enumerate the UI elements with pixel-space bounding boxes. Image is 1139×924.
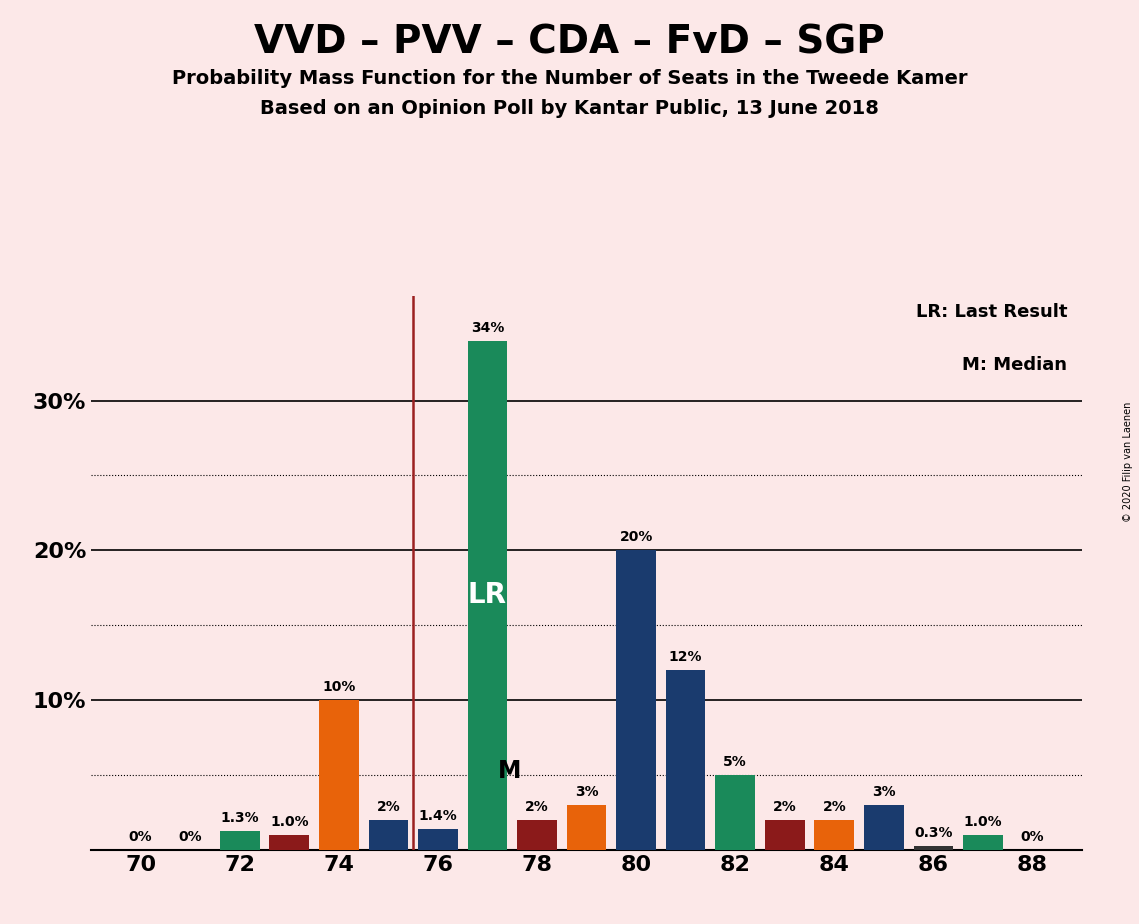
Text: Probability Mass Function for the Number of Seats in the Tweede Kamer: Probability Mass Function for the Number… xyxy=(172,69,967,89)
Text: 2%: 2% xyxy=(525,800,549,814)
Text: 1.3%: 1.3% xyxy=(221,810,259,824)
Bar xyxy=(616,551,656,850)
Text: © 2020 Filip van Laenen: © 2020 Filip van Laenen xyxy=(1123,402,1133,522)
Text: 0.3%: 0.3% xyxy=(915,825,952,840)
Bar xyxy=(865,805,903,850)
Bar xyxy=(468,341,507,850)
Text: 3%: 3% xyxy=(872,785,895,799)
Bar xyxy=(715,775,755,850)
Bar xyxy=(666,670,705,850)
Bar xyxy=(765,821,804,850)
Bar xyxy=(814,821,854,850)
Text: M: M xyxy=(498,759,522,783)
Bar xyxy=(517,821,557,850)
Text: 12%: 12% xyxy=(669,650,703,664)
Text: 10%: 10% xyxy=(322,680,355,694)
Bar xyxy=(418,829,458,850)
Text: VVD – PVV – CDA – FvD – SGP: VVD – PVV – CDA – FvD – SGP xyxy=(254,23,885,61)
Text: 1.0%: 1.0% xyxy=(270,815,309,829)
Text: 2%: 2% xyxy=(377,800,400,814)
Text: LR: Last Result: LR: Last Result xyxy=(916,303,1067,322)
Text: M: Median: M: Median xyxy=(962,356,1067,373)
Text: 1.0%: 1.0% xyxy=(964,815,1002,829)
Bar xyxy=(220,831,260,850)
Text: 0%: 0% xyxy=(179,830,202,845)
Text: 0%: 0% xyxy=(1021,830,1044,845)
Bar xyxy=(913,845,953,850)
Text: 34%: 34% xyxy=(470,321,505,334)
Bar xyxy=(319,700,359,850)
Text: Based on an Opinion Poll by Kantar Public, 13 June 2018: Based on an Opinion Poll by Kantar Publi… xyxy=(260,99,879,118)
Bar xyxy=(964,835,1002,850)
Bar xyxy=(369,821,408,850)
Text: 5%: 5% xyxy=(723,755,747,769)
Bar xyxy=(567,805,606,850)
Text: 1.4%: 1.4% xyxy=(418,809,458,823)
Text: 2%: 2% xyxy=(773,800,796,814)
Text: 3%: 3% xyxy=(575,785,598,799)
Bar xyxy=(270,835,309,850)
Text: 2%: 2% xyxy=(822,800,846,814)
Text: 20%: 20% xyxy=(620,530,653,544)
Text: 0%: 0% xyxy=(129,830,153,845)
Text: LR: LR xyxy=(468,581,507,609)
